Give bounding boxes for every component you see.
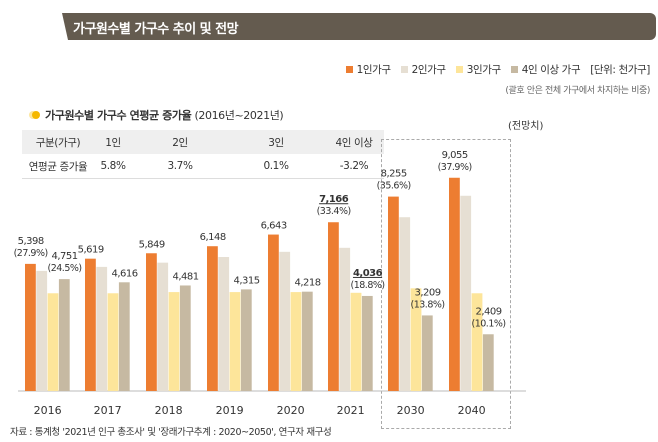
share-label: (35.6%) <box>377 181 411 192</box>
legend: 1인가구 2인가구 3인가구 4인 이상 가구 [단위: 천가구] <box>345 62 650 77</box>
legend-item-2: 2인가구 <box>400 62 446 77</box>
bar-2030-2 <box>399 217 411 391</box>
bar-2019-3 <box>229 292 241 391</box>
bar-2040-4 <box>482 334 494 391</box>
bar-2019-2 <box>218 257 230 391</box>
bar-2017-3 <box>107 293 119 391</box>
bar-2019-1 <box>207 246 218 391</box>
projection-label: (전망치) <box>508 121 544 132</box>
bar-2020-4 <box>301 291 313 391</box>
data-label: 4,036 <box>353 268 383 279</box>
bar-2030-4 <box>421 315 433 391</box>
share-label: (27.9%) <box>14 248 48 259</box>
projection-box <box>381 139 511 429</box>
data-label: 2,409 <box>475 306 501 317</box>
data-label: 9,055 <box>442 150 468 161</box>
data-label: 6,148 <box>200 232 226 243</box>
data-label: 5,619 <box>78 245 104 256</box>
legend-item-1: 1인가구 <box>345 62 391 77</box>
bullet-icon <box>32 111 40 119</box>
share-note: (괄호 안은 전체 가구에서 차지하는 비중) <box>505 86 650 96</box>
data-label: 7,166 <box>319 194 349 205</box>
x-tick-label: 2018 <box>155 404 183 417</box>
share-label: (24.5%) <box>48 263 82 274</box>
bar-2040-2 <box>460 195 472 391</box>
data-label: 4,218 <box>294 278 320 289</box>
table-title: 가구원수별 가구수 연평균 증가율 (2016년~2021년) <box>28 107 284 123</box>
chart-title: 가구원수별 가구수 추이 및 전망 <box>73 22 239 37</box>
unit-label: [단위: 천가구] <box>590 64 650 76</box>
bar-2020-1 <box>268 234 279 391</box>
data-label: 8,255 <box>381 169 407 180</box>
x-tick-label: 2016 <box>34 404 62 417</box>
data-label: 4,751 <box>51 251 77 262</box>
bar-2020-3 <box>290 292 302 391</box>
bar-2017-4 <box>118 282 130 391</box>
bar-2021-1 <box>328 222 339 391</box>
share-label: (13.8%) <box>411 299 445 310</box>
bar-2040-1 <box>449 177 460 391</box>
x-tick-label: 2040 <box>458 404 486 417</box>
x-tick-label: 2017 <box>94 404 122 417</box>
bar-2021-2 <box>339 247 351 391</box>
source-note: 자료 : 통계청 '2021년 인구 총조사' 및 '장래가구추계 : 2020… <box>10 427 332 438</box>
x-tick-label: 2019 <box>216 404 244 417</box>
x-tick-label: 2021 <box>337 404 365 417</box>
bar-2021-4 <box>361 295 373 391</box>
share-label: (10.1%) <box>472 318 506 329</box>
bar-2040-3 <box>471 293 483 391</box>
bar-2018-2 <box>157 262 169 391</box>
legend-item-4: 4인 이상 가구 <box>510 62 581 77</box>
data-label: 5,849 <box>139 239 165 250</box>
growth-table: 구분(가구) 1인 2인 3인 4인 이상 연평균 증가율 5.8% 3.7% 0.1% -3.… <box>22 130 384 179</box>
bar-2020-2 <box>279 251 291 391</box>
bar-2018-1 <box>146 253 157 391</box>
share-label: (18.8%) <box>351 280 385 291</box>
data-label: 4,616 <box>111 268 137 279</box>
data-label: 4,315 <box>233 275 259 286</box>
data-label: 5,398 <box>18 236 44 247</box>
x-tick-label: 2020 <box>277 404 305 417</box>
bar-2016-4 <box>58 279 70 391</box>
bar-2021-3 <box>350 292 362 391</box>
share-label: (33.4%) <box>317 206 351 217</box>
bar-2017-2 <box>96 266 108 391</box>
bar-2019-4 <box>240 289 252 391</box>
bar-2018-3 <box>168 292 180 391</box>
data-label: 4,481 <box>172 271 198 282</box>
data-label: 6,643 <box>261 221 287 232</box>
share-label: (37.9%) <box>438 162 472 173</box>
bar-2030-1 <box>388 196 399 391</box>
title-banner: 가구원수별 가구수 추이 및 전망 <box>62 13 656 40</box>
bar-2018-4 <box>179 285 191 391</box>
data-label: 3,209 <box>414 287 440 298</box>
bar-2016-3 <box>47 293 59 391</box>
bar-2017-1 <box>85 258 96 391</box>
bar-2016-2 <box>36 270 48 391</box>
bar-2016-1 <box>25 263 36 391</box>
legend-item-3: 3인가구 <box>455 62 501 77</box>
x-tick-label: 2030 <box>397 404 425 417</box>
bar-2030-3 <box>410 288 422 391</box>
